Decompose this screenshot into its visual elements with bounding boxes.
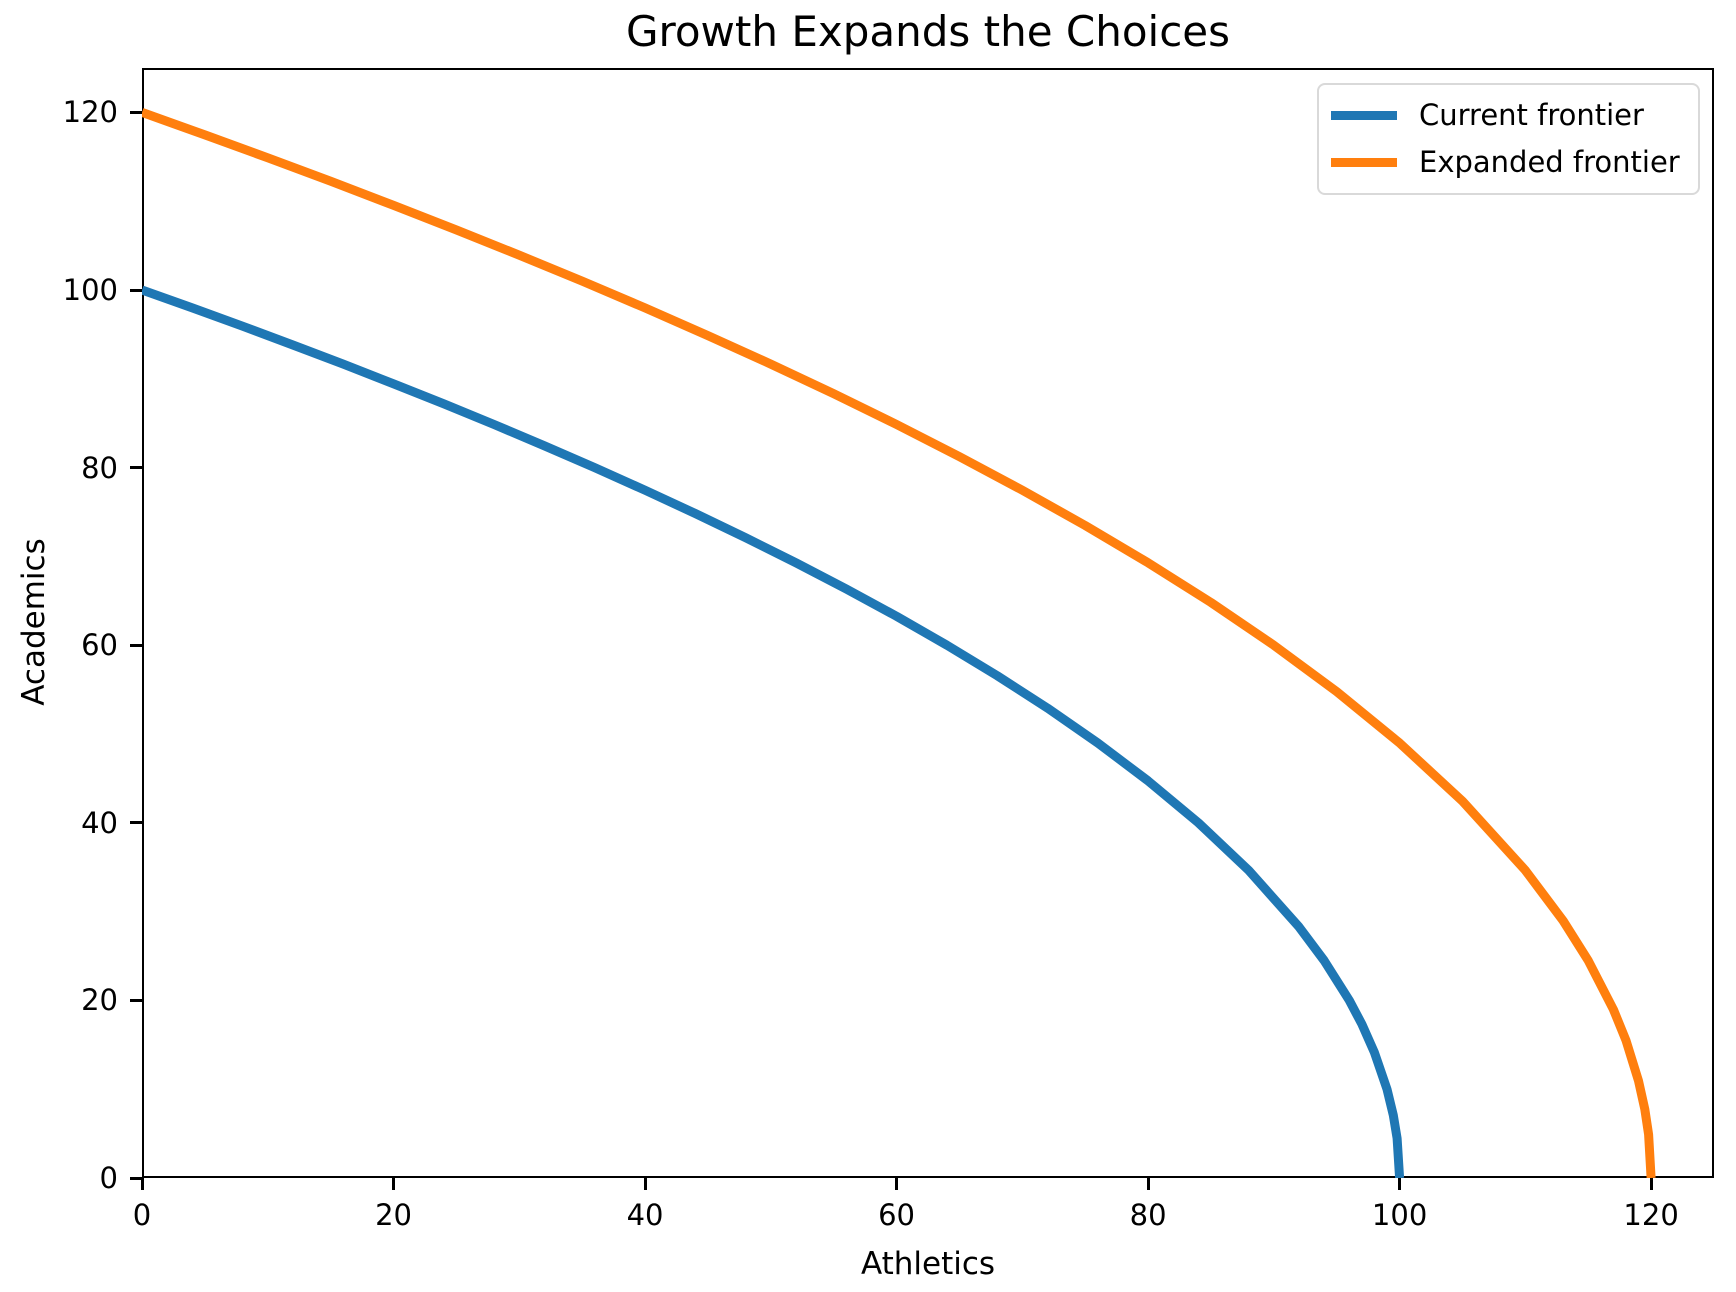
y-tick-mark-80 bbox=[130, 466, 142, 470]
y-tick-label-60: 60 bbox=[81, 628, 118, 663]
x-tick-label-100: 100 bbox=[1371, 1198, 1428, 1232]
axes-spines bbox=[142, 68, 1714, 1178]
y-tick-mark-60 bbox=[130, 643, 142, 647]
legend-label: Current frontier bbox=[1419, 98, 1644, 132]
x-tick-label-120: 120 bbox=[1623, 1198, 1679, 1232]
x-tick-mark-120 bbox=[1649, 1178, 1653, 1190]
x-tick-label-0: 0 bbox=[132, 1198, 152, 1232]
x-tick-mark-100 bbox=[1398, 1178, 1402, 1190]
y-tick-label-0: 0 bbox=[99, 1161, 118, 1195]
y-tick-mark-40 bbox=[130, 821, 142, 825]
y-tick-mark-120 bbox=[130, 110, 142, 114]
current-frontier-curve bbox=[142, 285, 1405, 1178]
x-tick-label-80: 80 bbox=[1129, 1198, 1167, 1232]
y-tick-label-100: 100 bbox=[62, 273, 118, 307]
legend: Current frontier Expanded frontier bbox=[1317, 83, 1700, 195]
y-tick-label-80: 80 bbox=[81, 450, 118, 485]
y-tick-label-120: 120 bbox=[62, 95, 118, 130]
chart-title: Growth Expands the Choices bbox=[625, 7, 1231, 56]
y-axis-label: Academics bbox=[16, 538, 52, 706]
x-tick-mark-20 bbox=[392, 1178, 396, 1190]
x-tick-label-40: 40 bbox=[626, 1198, 664, 1232]
y-tick-label-40: 40 bbox=[81, 805, 118, 840]
legend-entry-expanded-frontier: Expanded frontier bbox=[1331, 143, 1684, 181]
legend-label: Expanded frontier bbox=[1419, 145, 1680, 179]
legend-line-swatch bbox=[1331, 110, 1397, 120]
x-tick-mark-80 bbox=[1146, 1178, 1150, 1190]
x-tick-label-20: 20 bbox=[375, 1198, 412, 1232]
legend-line-swatch bbox=[1331, 157, 1397, 167]
plot-area bbox=[142, 68, 1714, 1178]
expanded-frontier-curve bbox=[142, 108, 1656, 1178]
x-axis-label: Athletics bbox=[860, 1246, 996, 1282]
y-tick-mark-20 bbox=[130, 998, 142, 1002]
x-tick-mark-0 bbox=[140, 1178, 144, 1190]
x-tick-label-60: 60 bbox=[878, 1198, 915, 1232]
legend-entry-current-frontier: Current frontier bbox=[1331, 96, 1684, 134]
x-tick-mark-40 bbox=[643, 1178, 647, 1190]
y-tick-label-20: 20 bbox=[81, 983, 118, 1018]
y-tick-mark-0 bbox=[130, 1176, 142, 1180]
y-tick-mark-100 bbox=[130, 288, 142, 292]
x-tick-mark-60 bbox=[895, 1178, 899, 1190]
